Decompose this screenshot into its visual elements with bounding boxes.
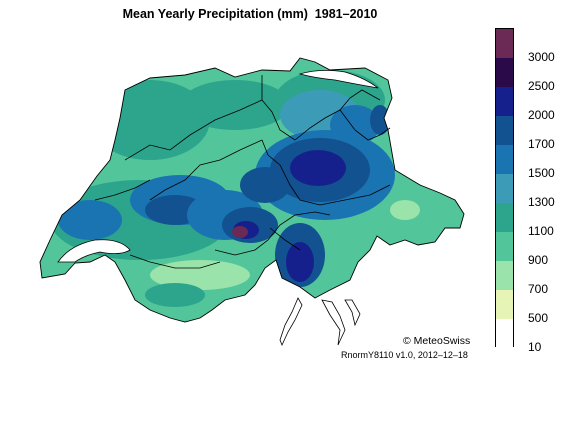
legend-label: 2500 bbox=[528, 79, 555, 93]
legend-label: 10 bbox=[528, 340, 542, 354]
precipitation-field bbox=[40, 58, 464, 322]
canton-borders bbox=[94, 75, 391, 269]
legend-swatch bbox=[496, 232, 513, 262]
legend-swatch bbox=[496, 145, 513, 175]
legend-label: 1500 bbox=[528, 166, 555, 180]
legend-colorbar bbox=[495, 28, 514, 349]
legend-label: 900 bbox=[528, 253, 549, 267]
legend-label: 1100 bbox=[528, 224, 554, 238]
precipitation-map bbox=[39, 57, 465, 347]
legend-swatch bbox=[496, 319, 513, 349]
legend-swatch bbox=[496, 58, 513, 88]
legend-swatch bbox=[496, 29, 513, 59]
legend-swatch bbox=[496, 174, 513, 204]
country-border bbox=[39, 57, 465, 323]
version-text: RnormY8110 v1.0, 2012–12–18 bbox=[341, 350, 468, 360]
lakes-and-rivers bbox=[57, 70, 379, 347]
legend-label: 1700 bbox=[528, 137, 555, 151]
legend-swatch bbox=[496, 87, 513, 117]
legend-swatch bbox=[496, 290, 513, 320]
map-title: Mean Yearly Precipitation (mm) 1981–2010 bbox=[122, 7, 378, 21]
legend-label: 1300 bbox=[528, 195, 555, 209]
legend-label: 500 bbox=[528, 311, 549, 325]
legend-label: 3000 bbox=[528, 50, 555, 64]
legend-swatch bbox=[496, 261, 513, 291]
legend-swatch bbox=[496, 116, 513, 146]
legend-label: 2000 bbox=[528, 108, 555, 122]
legend-swatch bbox=[496, 203, 513, 233]
legend-label: 700 bbox=[528, 282, 549, 296]
credit-text: © MeteoSwiss bbox=[403, 335, 471, 347]
